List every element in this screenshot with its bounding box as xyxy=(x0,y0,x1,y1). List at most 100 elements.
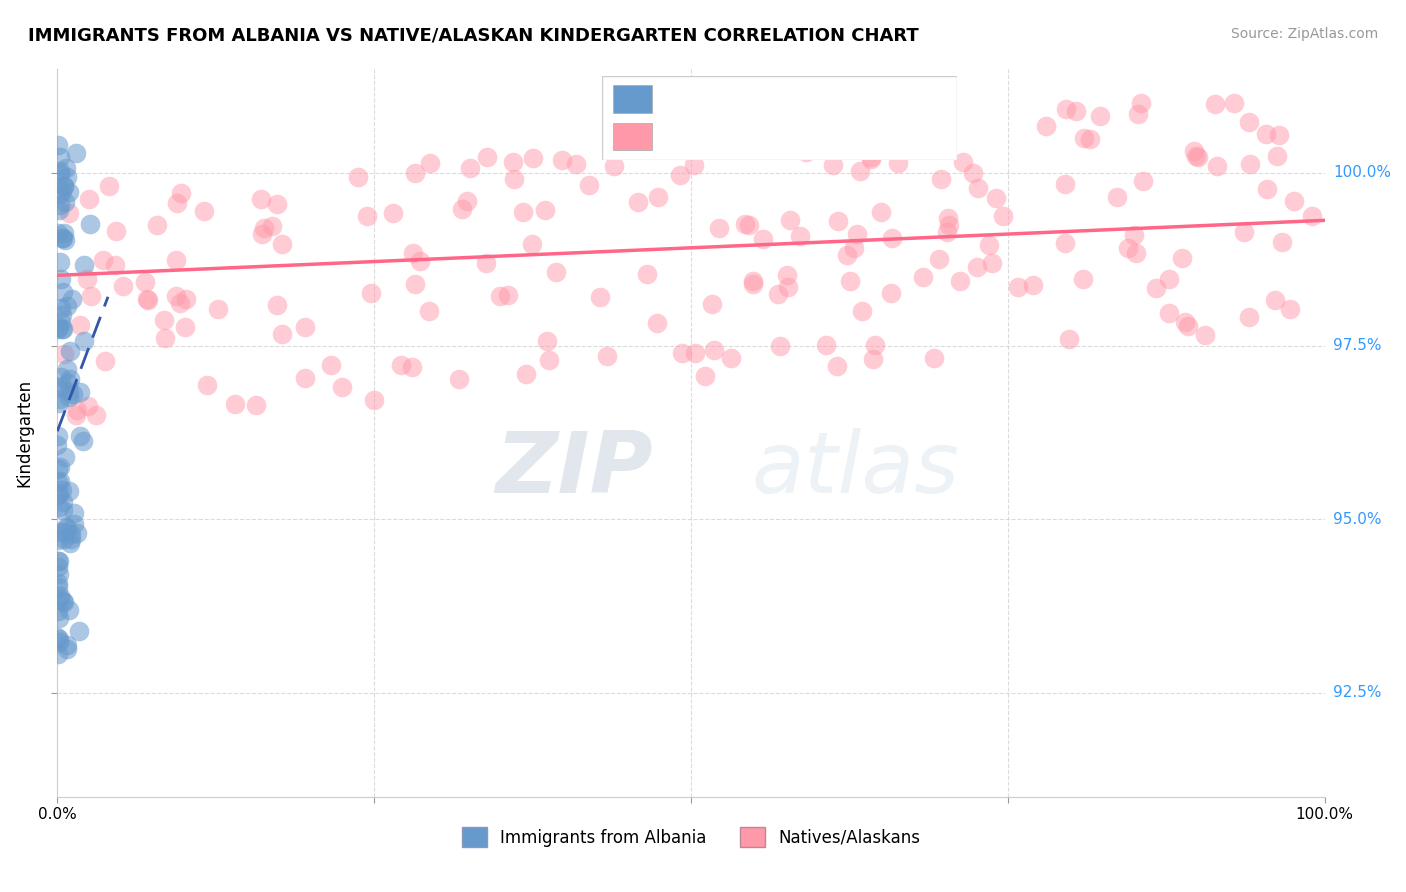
Point xyxy=(93,353,115,368)
Point xyxy=(77,399,100,413)
Point xyxy=(1174,315,1197,329)
Point xyxy=(253,221,276,235)
Point xyxy=(966,260,988,274)
Point xyxy=(145,218,167,232)
Point xyxy=(49,186,72,201)
Point xyxy=(853,120,876,134)
Point xyxy=(993,209,1015,223)
Point xyxy=(929,128,952,143)
Point xyxy=(551,153,574,167)
Point xyxy=(59,372,82,386)
Point xyxy=(589,290,612,304)
Point xyxy=(827,214,849,228)
Point xyxy=(65,409,87,423)
Point xyxy=(55,161,77,175)
Point xyxy=(51,321,73,335)
Point xyxy=(835,248,858,262)
Point xyxy=(56,362,79,376)
Point xyxy=(602,159,624,173)
Point xyxy=(636,267,658,281)
Point xyxy=(695,369,717,384)
Point xyxy=(1078,131,1101,145)
Point xyxy=(936,211,959,225)
Point xyxy=(1185,149,1208,163)
Point xyxy=(195,377,218,392)
Point xyxy=(250,227,273,241)
Point xyxy=(409,254,432,268)
Point xyxy=(778,280,800,294)
Point xyxy=(456,194,478,209)
Point xyxy=(450,202,472,217)
Point xyxy=(49,315,72,329)
Point xyxy=(49,198,72,212)
Point xyxy=(683,345,706,359)
Point xyxy=(52,322,75,336)
Point xyxy=(363,393,385,408)
Point xyxy=(49,525,72,540)
Point xyxy=(682,138,704,153)
Point xyxy=(1177,318,1199,333)
Point xyxy=(522,151,544,165)
Point xyxy=(58,484,80,499)
Point xyxy=(928,252,950,266)
Point xyxy=(65,145,87,160)
Point xyxy=(882,231,904,245)
Point xyxy=(46,138,69,153)
Point xyxy=(502,172,524,186)
Point xyxy=(53,595,76,609)
Point xyxy=(46,437,69,451)
Point xyxy=(48,611,70,625)
Point xyxy=(389,358,412,372)
Point xyxy=(48,203,70,218)
Point xyxy=(738,219,761,233)
Point xyxy=(938,218,960,232)
Point xyxy=(922,351,945,365)
Point xyxy=(170,186,193,201)
Point xyxy=(62,386,84,401)
Point xyxy=(731,133,754,147)
Text: 97.5%: 97.5% xyxy=(1333,338,1382,353)
Point xyxy=(1159,306,1181,320)
Point xyxy=(1205,159,1227,173)
Point xyxy=(56,642,79,657)
Point xyxy=(862,351,884,366)
Point xyxy=(860,152,883,166)
Point xyxy=(671,346,693,360)
Point xyxy=(46,648,69,662)
Point xyxy=(1282,194,1305,208)
Point xyxy=(419,155,441,169)
Point xyxy=(1022,278,1045,293)
Point xyxy=(402,246,425,260)
Point xyxy=(1256,182,1278,196)
Point xyxy=(1264,293,1286,307)
Point xyxy=(58,185,80,199)
Point xyxy=(245,398,267,412)
Point xyxy=(53,450,76,464)
Point xyxy=(512,204,534,219)
Point xyxy=(59,535,82,549)
Point xyxy=(46,604,69,618)
Point xyxy=(48,320,70,334)
Point xyxy=(870,142,893,156)
Point xyxy=(789,228,811,243)
Point xyxy=(73,258,96,272)
Point xyxy=(79,217,101,231)
Point xyxy=(73,334,96,348)
Point xyxy=(72,434,94,448)
Point xyxy=(766,286,789,301)
Point xyxy=(49,392,72,407)
Point xyxy=(49,459,72,474)
Point xyxy=(1204,96,1226,111)
Point xyxy=(58,205,80,219)
Point xyxy=(887,156,910,170)
Point xyxy=(46,580,69,594)
Point xyxy=(515,368,537,382)
Point xyxy=(69,318,91,332)
Point xyxy=(52,347,75,361)
Point xyxy=(52,503,75,517)
Point xyxy=(174,320,197,334)
Point xyxy=(49,592,72,607)
Point xyxy=(48,485,70,500)
Point xyxy=(1159,271,1181,285)
Point xyxy=(962,166,984,180)
